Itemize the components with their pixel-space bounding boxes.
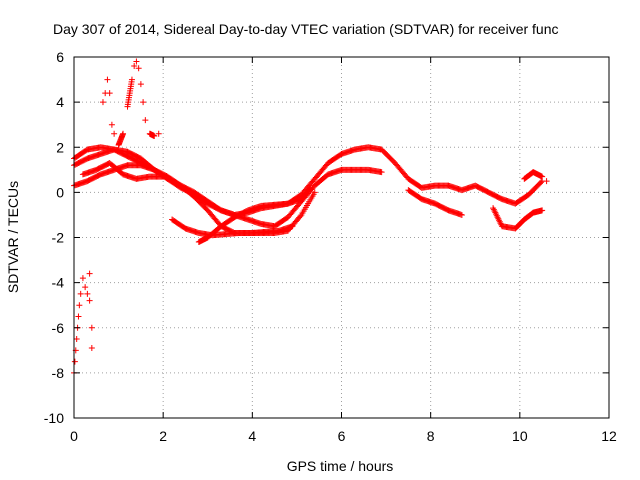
data-point <box>311 189 318 196</box>
data-point <box>111 130 118 137</box>
data-point <box>71 358 78 365</box>
data-point <box>378 169 385 176</box>
data-point <box>160 173 167 180</box>
series-track-c <box>71 162 318 236</box>
data-point <box>75 313 82 320</box>
data-point <box>82 284 89 291</box>
data-point <box>297 213 304 220</box>
y-tick-label: -4 <box>52 275 65 291</box>
data-point <box>135 65 142 72</box>
data-point <box>88 324 95 331</box>
data-point <box>79 275 86 282</box>
data-point <box>538 179 545 186</box>
data-point <box>86 297 93 304</box>
series-track-i <box>521 169 550 185</box>
data-point <box>131 63 138 70</box>
data-point <box>458 211 465 218</box>
axis-ticks: 0 2 4 6 8 10 12 -10 -8 -6 -4 -2 0 2 4 6 <box>44 49 617 444</box>
y-tick-label: 6 <box>56 49 64 65</box>
data-point <box>128 76 135 83</box>
data-point <box>155 130 162 137</box>
x-tick-label: 6 <box>338 428 346 444</box>
y-tick-label: -8 <box>52 365 65 381</box>
data-point <box>104 76 111 83</box>
data-point <box>76 302 83 309</box>
data-point <box>120 130 127 137</box>
y-tick-label: -2 <box>52 230 65 246</box>
x-tick-label: 2 <box>159 428 167 444</box>
data-point <box>307 184 314 191</box>
data-point <box>77 290 84 297</box>
data-points <box>71 58 550 376</box>
series-track-a <box>71 144 546 218</box>
data-point <box>539 207 546 214</box>
data-point <box>543 178 550 185</box>
series-track-g <box>405 187 465 218</box>
x-tick-label: 4 <box>248 428 256 444</box>
y-tick-label: 0 <box>56 184 64 200</box>
data-point <box>133 58 140 65</box>
data-point <box>108 121 115 128</box>
series-track-f <box>195 184 314 246</box>
series-spike-early <box>99 58 162 148</box>
data-point <box>140 99 147 106</box>
data-point <box>106 90 113 97</box>
data-point <box>306 185 313 192</box>
y-tick-label: 2 <box>56 139 64 155</box>
y-tick-label: -10 <box>44 410 64 426</box>
x-tick-label: 8 <box>427 428 435 444</box>
data-point <box>137 81 144 88</box>
series-low-burst <box>71 270 95 376</box>
y-tick-label: -6 <box>52 320 65 336</box>
data-point <box>99 99 106 106</box>
data-point <box>86 270 93 277</box>
series-track-h <box>490 205 546 232</box>
y-tick-label: 4 <box>56 94 64 110</box>
data-point <box>289 223 296 230</box>
data-point <box>151 132 158 139</box>
x-tick-label: 10 <box>512 428 528 444</box>
data-point <box>73 336 80 343</box>
x-axis-label: GPS time / hours <box>287 458 394 474</box>
series-track-d <box>79 160 167 182</box>
x-tick-label: 12 <box>601 428 617 444</box>
chart-title: Day 307 of 2014, Sidereal Day-to-day VTE… <box>53 21 559 37</box>
data-point <box>84 290 91 297</box>
data-point <box>142 117 149 124</box>
x-tick-label: 0 <box>70 428 78 444</box>
y-axis-label: SDTVAR / TECUs <box>5 181 21 293</box>
data-point <box>88 345 95 352</box>
grid-lines <box>74 57 609 418</box>
data-point <box>539 173 546 180</box>
